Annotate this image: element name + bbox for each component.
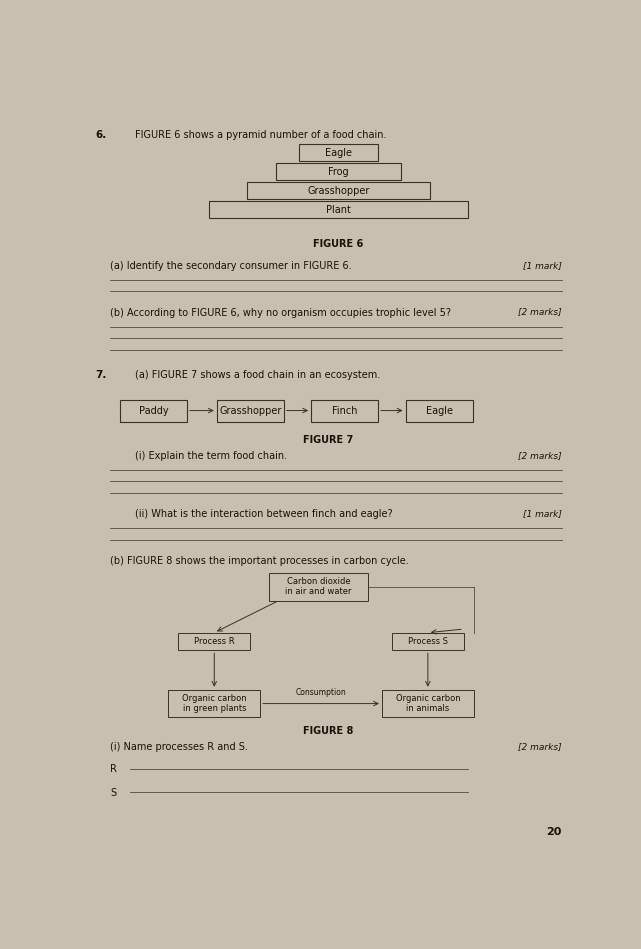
- Text: FIGURE 8: FIGURE 8: [303, 726, 354, 736]
- Text: (i) Name processes R and S.: (i) Name processes R and S.: [110, 742, 248, 753]
- Text: Organic carbon
in green plants: Organic carbon in green plants: [182, 694, 247, 714]
- Text: [2 marks]: [2 marks]: [519, 451, 562, 459]
- Text: Paddy: Paddy: [138, 405, 168, 416]
- Text: FIGURE 6 shows a pyramid number of a food chain.: FIGURE 6 shows a pyramid number of a foo…: [135, 130, 387, 140]
- Text: [1 mark]: [1 mark]: [523, 510, 562, 518]
- Text: 6.: 6.: [95, 130, 106, 140]
- Text: [2 marks]: [2 marks]: [519, 307, 562, 317]
- Text: (b) FIGURE 8 shows the important processes in carbon cycle.: (b) FIGURE 8 shows the important process…: [110, 556, 409, 566]
- Text: Finch: Finch: [332, 405, 358, 416]
- Text: 20: 20: [547, 828, 562, 837]
- Text: Organic carbon
in animals: Organic carbon in animals: [395, 694, 460, 714]
- Text: FIGURE 7: FIGURE 7: [303, 435, 354, 445]
- Text: (a) FIGURE 7 shows a food chain in an ecosystem.: (a) FIGURE 7 shows a food chain in an ec…: [135, 370, 380, 381]
- Text: 7.: 7.: [95, 370, 106, 381]
- Text: Grasshopper: Grasshopper: [307, 186, 370, 195]
- Text: Eagle: Eagle: [325, 148, 352, 158]
- Text: Plant: Plant: [326, 205, 351, 214]
- Text: Carbon dioxide
in air and water: Carbon dioxide in air and water: [285, 577, 352, 596]
- Text: Eagle: Eagle: [426, 405, 453, 416]
- Text: (a) Identify the secondary consumer in FIGURE 6.: (a) Identify the secondary consumer in F…: [110, 261, 351, 270]
- Text: S: S: [110, 788, 116, 797]
- Text: Process R: Process R: [194, 637, 235, 646]
- Text: [2 marks]: [2 marks]: [519, 742, 562, 752]
- Text: Grasshopper: Grasshopper: [219, 405, 281, 416]
- Text: Frog: Frog: [328, 167, 349, 177]
- Text: (i) Explain the term food chain.: (i) Explain the term food chain.: [135, 451, 287, 461]
- Text: (ii) What is the interaction between finch and eagle?: (ii) What is the interaction between fin…: [135, 510, 392, 519]
- Text: R: R: [110, 764, 117, 774]
- Text: (b) According to FIGURE 6, why no organism occupies trophic level 5?: (b) According to FIGURE 6, why no organi…: [110, 307, 451, 318]
- Text: [1 mark]: [1 mark]: [523, 261, 562, 270]
- Text: FIGURE 6: FIGURE 6: [313, 239, 363, 249]
- Text: Consumption: Consumption: [296, 688, 346, 697]
- Text: Process S: Process S: [408, 637, 448, 646]
